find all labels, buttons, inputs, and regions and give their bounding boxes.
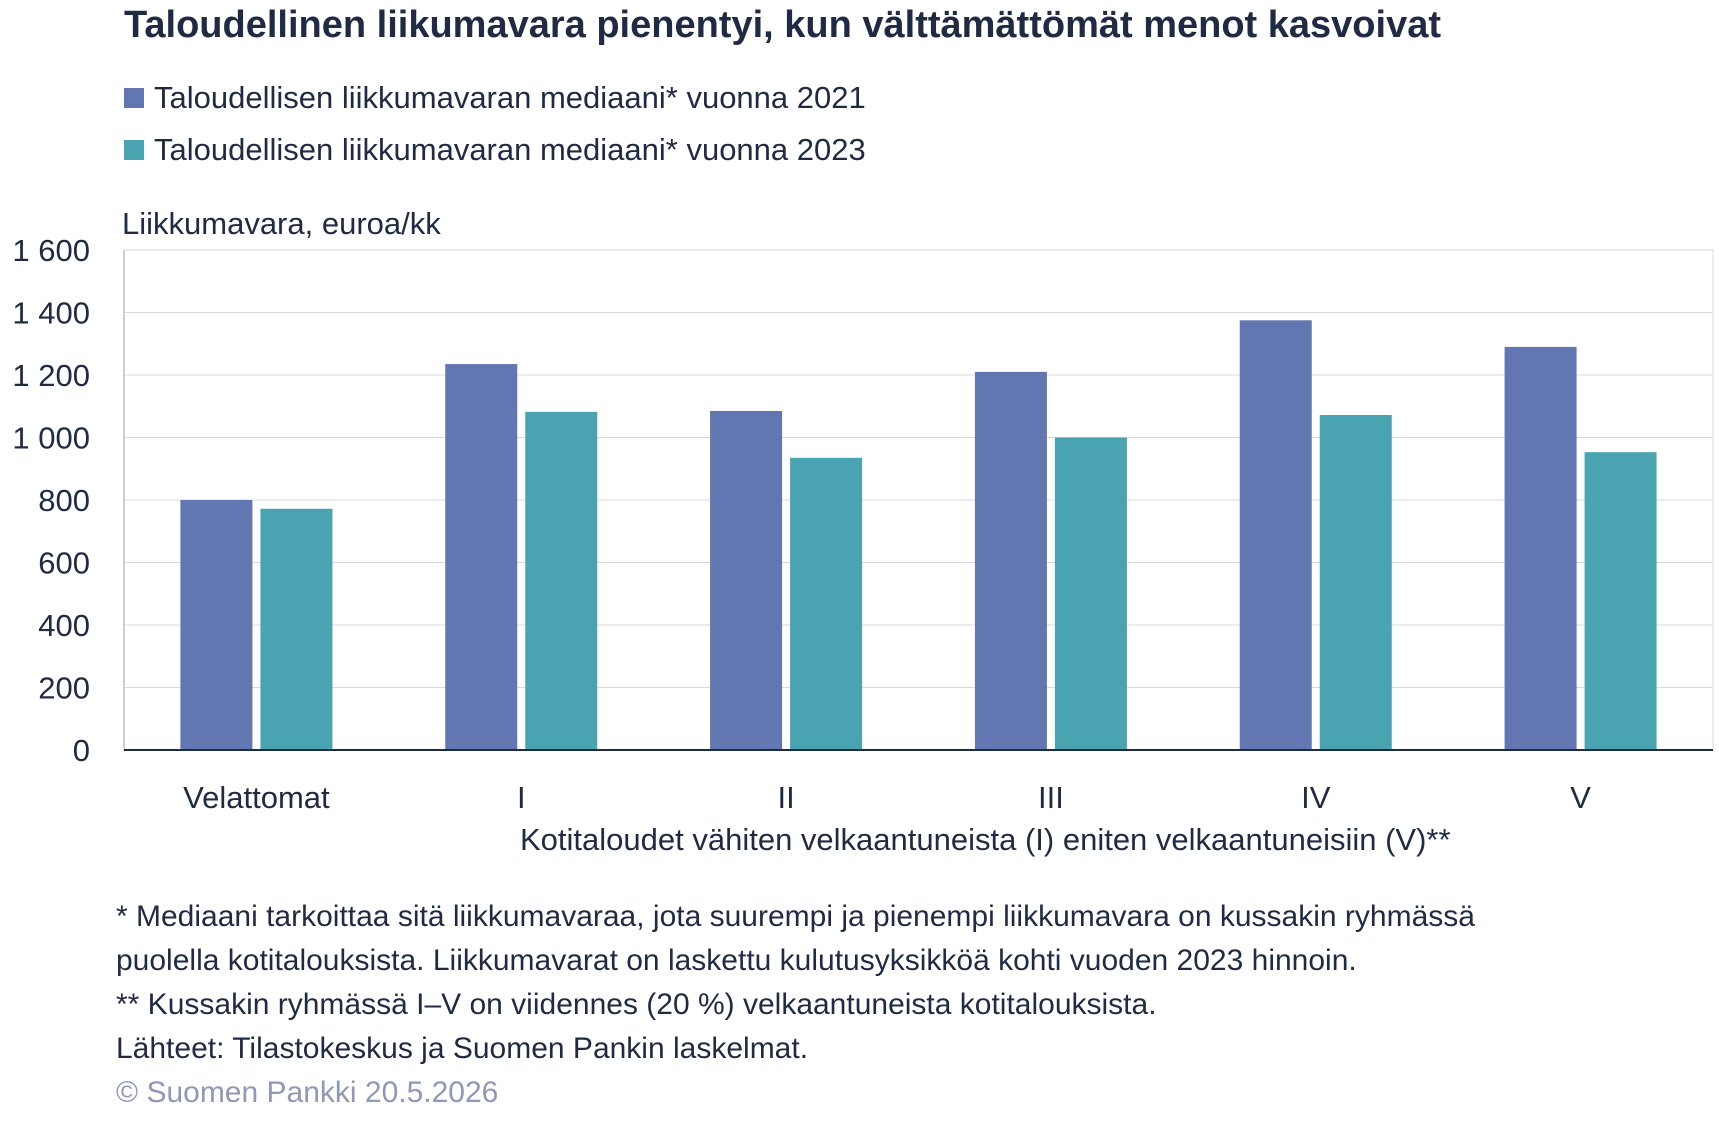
- y-tick-label: 200: [38, 671, 90, 706]
- legend-item-2023: Taloudellisen liikkumavaran mediaani* vu…: [124, 130, 866, 170]
- y-tick-label: 400: [38, 608, 90, 643]
- y-tick-label: 800: [38, 483, 90, 518]
- footnote-median-1: * Mediaani tarkoittaa sitä liikkumavaraa…: [116, 900, 1475, 933]
- x-tick-label: III: [1038, 780, 1064, 815]
- y-axis-label: Liikkumavara, euroa/kk: [122, 206, 441, 241]
- x-tick-label: I: [517, 780, 526, 815]
- bar-2023: [525, 411, 598, 750]
- bar-2021: [445, 364, 518, 750]
- legend-swatch-2021: [124, 88, 144, 108]
- footnote-median-2: puolella kotitalouksista. Liikkumavarat …: [116, 944, 1357, 977]
- y-tick-label: 0: [73, 733, 90, 768]
- bar-2021: [1239, 320, 1312, 750]
- bar-2023: [260, 508, 333, 750]
- x-axis-label: Kotitaloudet vähiten velkaantuneista (I)…: [520, 822, 1451, 857]
- legend-label-2023: Taloudellisen liikkumavaran mediaani* vu…: [154, 132, 866, 167]
- legend-label-2021: Taloudellisen liikkumavaran mediaani* vu…: [154, 80, 866, 115]
- footnote-groups: ** Kussakin ryhmässä I–V on viidennes (2…: [116, 988, 1157, 1021]
- bar-2023: [1054, 437, 1127, 750]
- bar-2023: [1319, 415, 1392, 750]
- bar-2021: [1504, 346, 1577, 750]
- chart-title: Taloudellinen liikumavara pienentyi, kun…: [124, 4, 1441, 46]
- bar-2021: [710, 410, 783, 750]
- x-tick-label: V: [1570, 780, 1591, 815]
- y-tick-label: 1 400: [12, 296, 90, 331]
- y-tick-label: 600: [38, 546, 90, 581]
- bar-2023: [1584, 452, 1657, 750]
- footnote-sources: Lähteet: Tilastokeskus ja Suomen Pankin …: [116, 1032, 809, 1065]
- footnotes: * Mediaani tarkoittaa sitä liikkumavaraa…: [116, 895, 1706, 1115]
- bar-2021: [974, 371, 1047, 750]
- x-tick-label: II: [777, 780, 794, 815]
- y-tick-label: 1 000: [12, 421, 90, 456]
- x-tick-label: Velattomat: [183, 780, 330, 815]
- x-tick-label: IV: [1301, 780, 1331, 815]
- bar-2023: [790, 457, 863, 750]
- legend-swatch-2023: [124, 140, 144, 160]
- y-tick-label: 1 200: [12, 358, 90, 393]
- copyright: © Suomen Pankki 20.5.2026: [116, 1076, 499, 1109]
- y-tick-label: 1 600: [12, 233, 90, 268]
- legend-item-2021: Taloudellisen liikkumavaran mediaani* vu…: [124, 78, 866, 118]
- bar-2021: [180, 500, 253, 750]
